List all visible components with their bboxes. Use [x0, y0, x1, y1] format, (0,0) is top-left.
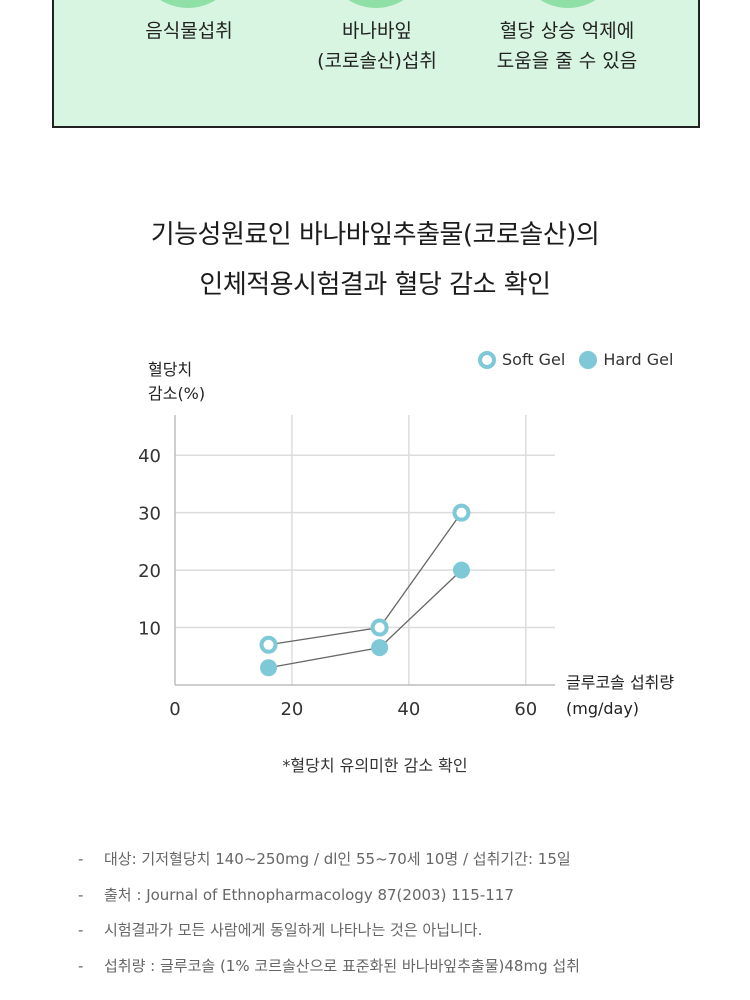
x-tick-label: 60 [514, 699, 537, 720]
note-dash: - [78, 885, 84, 904]
chart-svg: 0 20 40 60 10 20 30 40 [138, 415, 555, 720]
data-point-soft-gel [370, 618, 389, 637]
legend-item-soft-gel: Soft Gel [478, 350, 565, 369]
note-item: - 섭취량 : 글루코솔 (1% 코르솔산으로 표준화된 바나바잎추출물)48m… [78, 949, 718, 985]
y-axis-label: 혈당치 감소(%) [148, 358, 205, 406]
note-text: 대상: 기저혈당치 140~250mg / dl인 55~70세 10명 / 섭… [104, 850, 571, 868]
headline: 기능성원료인 바나바잎추출물(코로솔산)의 인체적용시험결과 혈당 감소 확인 [0, 210, 750, 310]
x-tick-label: 0 [169, 699, 180, 720]
note-dash: - [78, 850, 84, 868]
legend-label: Soft Gel [502, 350, 566, 369]
filled-marker-icon [579, 350, 598, 369]
top-panel: 음식물섭취 바나바잎 (코로솔산)섭취 혈당 상승 억제에 도움을 줄 수 있음 [52, 0, 700, 128]
y-tick-label: 10 [138, 619, 161, 640]
series-line [268, 569, 462, 669]
y-tick-label: 20 [138, 561, 161, 582]
panel-item-banaba: 바나바잎 (코로솔산)섭취 [277, 16, 477, 76]
y-tick-label: 40 [138, 446, 161, 467]
panel-item-text: 바나바잎 [342, 20, 412, 42]
data-point-soft-gel [452, 503, 471, 522]
note-dash: - [78, 956, 84, 975]
panel-circle-3 [516, 0, 620, 8]
data-point-soft-gel [259, 635, 278, 654]
note-item: - 대상: 기저혈당치 140~250mg / dl인 55~70세 10명 /… [78, 842, 718, 878]
y-tick-label: 30 [138, 504, 161, 525]
headline-line-2: 인체적용시험결과 혈당 감소 확인 [199, 270, 551, 300]
note-item: - 시험결과가 모든 사람에게 동일하게 나타나는 것은 아닙니다. [78, 913, 718, 949]
x-axis-label: 글루코솔 섭취량 (mg/day) [566, 670, 674, 722]
data-point-hard-gel [452, 561, 470, 579]
y-axis-label-line: 혈당치 [148, 360, 193, 379]
panel-item-food: 음식물섭취 [89, 16, 289, 46]
panel-item-text: 혈당 상승 억제에 [499, 20, 635, 42]
panel-item-effect: 혈당 상승 억제에 도움을 줄 수 있음 [467, 16, 667, 76]
x-tick-label: 40 [397, 699, 420, 720]
data-point-hard-gel [260, 659, 278, 677]
chart-legend: Soft Gel Hard Gel [478, 350, 673, 369]
headline-line-1: 기능성원료인 바나바잎추출물(코로솔산)의 [150, 220, 600, 250]
chart: 0 20 40 60 10 20 30 40 혈당치 감소(%) Soft Gel Hard … [0, 330, 750, 790]
panel-item-text: (코로솔산)섭취 [317, 50, 437, 72]
legend-item-hard-gel: Hard Gel [579, 350, 673, 369]
note-text: 섭취량 : 글루코솔 (1% 코르솔산으로 표준화된 바나바잎추출물)48mg … [104, 956, 580, 975]
x-tick-label: 20 [280, 699, 303, 720]
chart-footnote: *혈당치 유의미한 감소 확인 [282, 756, 468, 775]
note-text: 출처 : Journal of Ethnopharmacology 87(200… [104, 885, 514, 904]
x-axis-label-line: (mg/day) [566, 699, 640, 718]
panel-item-text: 음식물섭취 [145, 20, 233, 42]
notes-list: - 대상: 기저혈당치 140~250mg / dl인 55~70세 10명 /… [78, 842, 718, 984]
legend-label: Hard Gel [603, 350, 674, 369]
panel-circle-2 [324, 0, 428, 8]
note-text: 시험결과가 모든 사람에게 동일하게 나타나는 것은 아닙니다. [104, 921, 483, 939]
panel-circle-1 [136, 0, 240, 8]
y-axis-label-line: 감소(%) [148, 384, 206, 403]
x-axis-label-line: 글루코솔 섭취량 [566, 673, 675, 692]
ring-marker-icon [478, 350, 496, 369]
series-line [268, 512, 462, 646]
note-dash: - [78, 921, 84, 939]
note-item: - 출처 : Journal of Ethnopharmacology 87(2… [78, 878, 718, 914]
panel-item-text: 도움을 줄 수 있음 [496, 50, 638, 72]
data-point-hard-gel [371, 639, 389, 657]
